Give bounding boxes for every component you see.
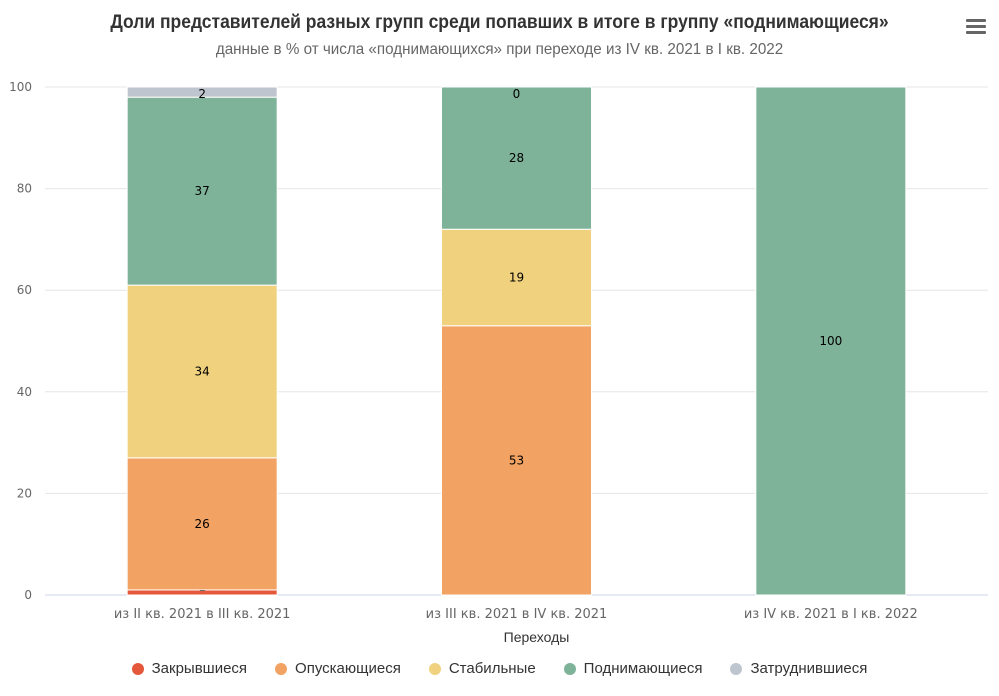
y-tick-label: 0: [24, 588, 32, 602]
chart-plot: 02040608010012634372из II кв. 2021 в III…: [9, 80, 988, 645]
legend-dot-icon: [730, 662, 743, 675]
legend-dot-icon: [275, 662, 288, 675]
x-tick-label: из IV кв. 2021 в I кв. 2022: [744, 607, 918, 622]
data-label: 34: [195, 364, 210, 378]
y-tick-label: 40: [17, 385, 32, 399]
bar-segment-Опускающиеся[interactable]: [126, 457, 278, 591]
bar-segment-Стабильные[interactable]: [441, 228, 592, 327]
legend-dot-icon: [428, 662, 441, 675]
bar-segment-Затруднившиеся[interactable]: [126, 86, 278, 98]
y-tick-label: 20: [17, 486, 32, 500]
legend-dot-icon: [563, 662, 576, 675]
legend-label: Опускающиеся: [295, 660, 401, 677]
data-label: 53: [509, 453, 524, 467]
legend-item[interactable]: Поднимающиеся: [563, 660, 703, 677]
y-tick-label: 80: [17, 182, 32, 196]
bar-segment-Поднимающиеся[interactable]: [126, 96, 278, 286]
x-tick-label: из II кв. 2021 в III кв. 2021: [114, 607, 291, 622]
bar-segment-Опускающиеся[interactable]: [441, 325, 592, 596]
legend-item[interactable]: Опускающиеся: [275, 660, 401, 677]
bar-segment-Стабильные[interactable]: [126, 284, 278, 459]
x-axis-title: Переходы: [504, 629, 570, 645]
legend-label: Поднимающиеся: [583, 660, 703, 677]
data-label: 100: [819, 334, 842, 348]
legend-item[interactable]: Закрывшиеся: [131, 660, 248, 677]
hamburger-menu-icon[interactable]: [966, 19, 986, 35]
legend-label: Закрывшиеся: [151, 660, 248, 677]
data-label: 2: [198, 87, 206, 101]
data-label: 19: [509, 271, 524, 285]
data-label: 26: [195, 517, 210, 531]
legend-item[interactable]: Затруднившиеся: [730, 660, 867, 677]
legend-item[interactable]: Стабильные: [428, 660, 536, 677]
legend-label: Затруднившиеся: [750, 660, 868, 677]
data-label: 0: [513, 87, 521, 101]
y-tick-label: 60: [17, 283, 32, 297]
bar-segment-Поднимающиеся[interactable]: [755, 86, 907, 596]
data-label: 28: [509, 151, 524, 165]
legend: Закрывшиеся Опускающиеся Стабильные Поднима…: [0, 660, 999, 677]
chart-subtitle: данные в % от числа «поднимающихся» при …: [215, 41, 784, 58]
y-tick-label: 100: [9, 80, 32, 94]
legend-label: Стабильные: [448, 660, 536, 677]
chart-title: Доли представителей разных групп среди п…: [110, 12, 889, 33]
legend-dot-icon: [131, 662, 144, 675]
x-tick-label: из III кв. 2021 в IV кв. 2021: [426, 607, 608, 622]
data-label: 37: [195, 184, 210, 198]
bar-segment-Поднимающиеся[interactable]: [441, 86, 592, 230]
